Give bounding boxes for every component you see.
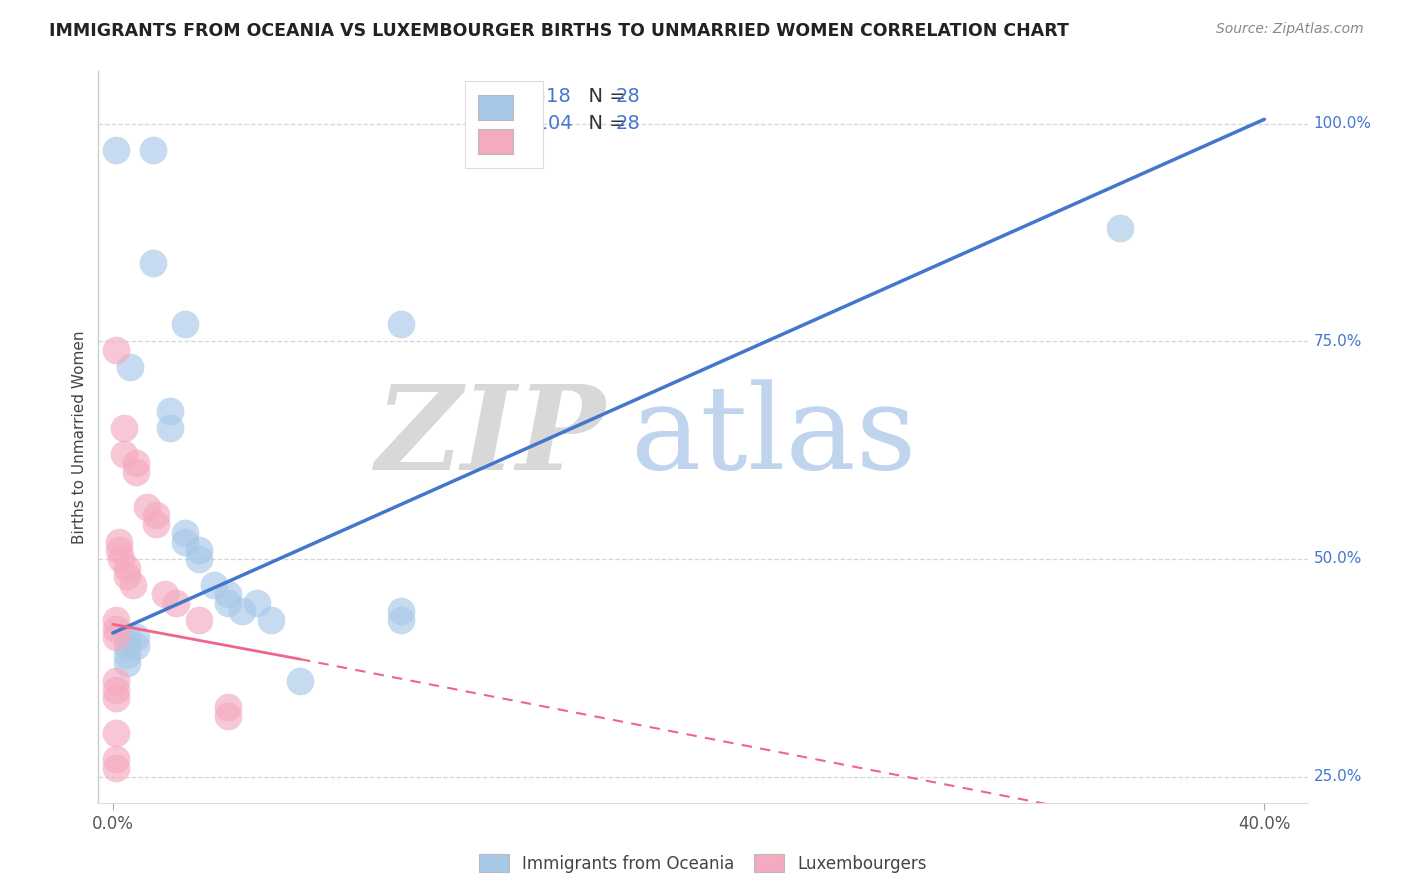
Point [120,360,142,375]
Point [188,613,211,627]
Point [104,752,127,766]
Point [136,500,159,514]
Text: atlas: atlas [630,380,917,494]
Point [202,578,225,592]
Point [173,525,195,540]
Point [1109,221,1132,235]
Text: N =: N = [576,87,633,106]
Point [122,578,145,592]
Text: Source: ZipAtlas.com: Source: ZipAtlas.com [1216,22,1364,37]
Point [104,631,127,645]
Text: 0.518: 0.518 [516,87,571,106]
Point [115,648,138,662]
Text: 28: 28 [616,114,641,133]
Point [107,543,129,558]
Point [125,639,148,653]
Point [112,421,135,435]
Text: 50.0%: 50.0% [1313,551,1362,566]
Point [153,587,176,601]
Point [110,552,132,566]
Text: R =: R = [479,114,522,133]
Point [145,517,167,532]
Text: 28: 28 [616,87,641,106]
Point [145,508,167,523]
Point [104,691,127,706]
Point [188,543,211,558]
Point [165,595,187,609]
Point [115,657,138,671]
Point [389,613,412,627]
Point [115,631,138,645]
Point [142,256,165,270]
Point [260,613,283,627]
Text: ZIP: ZIP [377,380,606,494]
Point [104,673,127,688]
Text: 75.0%: 75.0% [1313,334,1362,349]
Point [246,595,269,609]
Point [159,421,181,435]
Point [217,595,239,609]
Point [104,613,127,627]
Text: N =: N = [576,114,633,133]
Point [104,726,127,740]
Point [173,317,195,331]
Point [231,604,253,618]
Point [104,343,127,357]
Point [159,404,181,418]
Point [125,456,148,470]
Legend: , : , [465,81,543,168]
Point [173,534,195,549]
Point [389,317,412,331]
Point [112,448,135,462]
Text: IMMIGRANTS FROM OCEANIA VS LUXEMBOURGER BIRTHS TO UNMARRIED WOMEN CORRELATION CH: IMMIGRANTS FROM OCEANIA VS LUXEMBOURGER … [49,22,1069,40]
Text: -0.104: -0.104 [509,114,572,133]
Point [288,673,311,688]
Text: R =: R = [479,87,529,106]
Legend: Immigrants from Oceania, Luxembourgers: Immigrants from Oceania, Luxembourgers [472,847,934,880]
Point [104,761,127,775]
Point [104,143,127,157]
Point [125,631,148,645]
Point [217,700,239,714]
Point [217,708,239,723]
Point [389,604,412,618]
Point [107,534,129,549]
Point [115,569,138,583]
Point [104,682,127,697]
Point [217,587,239,601]
Point [142,143,165,157]
Y-axis label: Births to Unmarried Women: Births to Unmarried Women [72,330,87,544]
Text: 100.0%: 100.0% [1313,116,1372,131]
Point [104,622,127,636]
Text: 25.0%: 25.0% [1313,769,1362,784]
Point [125,465,148,479]
Point [115,639,138,653]
Point [188,552,211,566]
Point [115,560,138,574]
